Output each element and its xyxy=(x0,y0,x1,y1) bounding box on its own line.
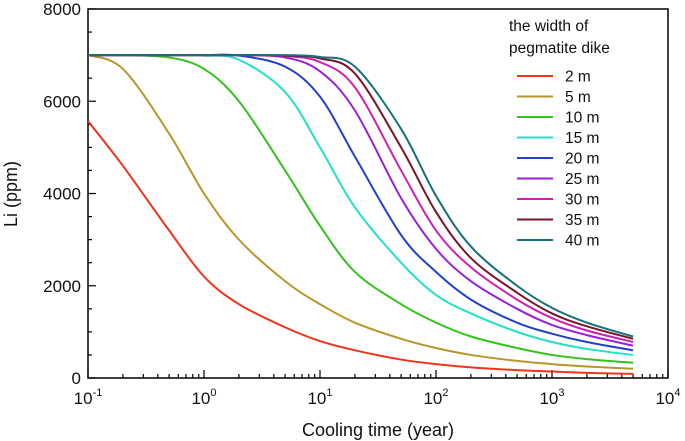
series-line-40m xyxy=(87,53,634,338)
x-tick-label: 104 xyxy=(655,387,680,408)
legend-title-line1: the width of xyxy=(509,18,589,35)
legend-label: 10 m xyxy=(565,110,599,127)
legend-label: 25 m xyxy=(565,171,599,188)
x-tick-label: 101 xyxy=(307,387,332,408)
legend-label: 35 m xyxy=(565,212,599,229)
series-line-20m xyxy=(87,53,634,352)
x-tick-labels: 10-1 100 101 102 103 104 xyxy=(74,387,681,408)
y-tick-label: 0 xyxy=(72,369,81,388)
series-lines xyxy=(87,53,634,375)
series-line-10m xyxy=(87,53,634,364)
legend: the width of pegmatite dike 2 m 5 m 10 m 15… xyxy=(509,18,610,250)
y-tick-label: 8000 xyxy=(43,0,81,19)
legend-label: 2 m xyxy=(565,69,591,86)
y-tick-label: 6000 xyxy=(43,92,81,111)
y-tick-label: 4000 xyxy=(43,185,81,204)
x-axis-title: Cooling time (year) xyxy=(302,420,454,440)
series-line-5m xyxy=(87,54,634,370)
legend-label: 15 m xyxy=(565,130,599,147)
legend-label: 40 m xyxy=(565,233,599,250)
legend-label: 30 m xyxy=(565,192,599,209)
series-line-25m xyxy=(87,53,634,347)
y-tick-labels: 0 2000 4000 6000 8000 xyxy=(43,0,81,388)
x-tick-label: 102 xyxy=(423,387,448,408)
x-tick-label: 100 xyxy=(191,387,216,408)
legend-items: 2 m 5 m 10 m 15 m 20 m 25 m 30 m 35 m 40 m xyxy=(517,69,599,250)
axis-ticks xyxy=(87,8,669,379)
series-line-2m xyxy=(87,120,634,375)
y-tick-label: 2000 xyxy=(43,277,81,296)
y-axis-title: Li (ppm) xyxy=(1,161,21,227)
x-tick-label: 10-1 xyxy=(74,387,103,408)
legend-label: 20 m xyxy=(565,151,599,168)
x-tick-label: 103 xyxy=(539,387,564,408)
legend-title-line2: pegmatite dike xyxy=(509,40,610,57)
legend-label: 5 m xyxy=(565,89,591,106)
series-line-15m xyxy=(87,54,634,356)
